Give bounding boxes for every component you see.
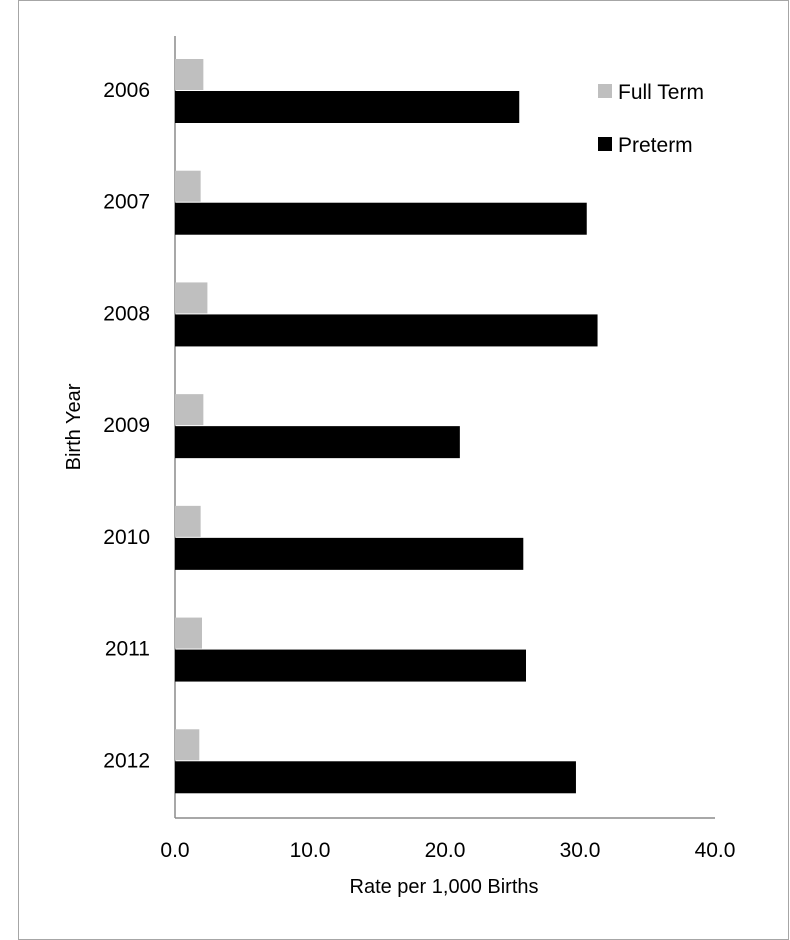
legend: Full Term Preterm (598, 81, 704, 157)
y-tick-label-2012: 2012 (103, 749, 150, 772)
bar-full-term-2011 (175, 617, 202, 649)
y-tick-label-2011: 2011 (105, 638, 150, 661)
legend-swatch-preterm (598, 137, 612, 151)
bar-preterm-2010 (175, 537, 524, 570)
bar-full-term-2009 (175, 394, 204, 426)
x-tick-label-4: 40.0 (695, 839, 736, 862)
legend-label-full-term: Full Term (618, 81, 704, 104)
y-axis-title: Birth Year (63, 383, 85, 470)
bar-preterm-2012 (175, 761, 576, 794)
bar-preterm-2006 (175, 91, 520, 123)
legend-swatch-full-term (598, 84, 612, 98)
bar-preterm-2008 (175, 314, 598, 347)
x-tick-label-3: 30.0 (560, 839, 601, 862)
bar-full-term-2007 (175, 170, 201, 202)
y-tick-label-2006: 2006 (103, 79, 150, 102)
bar-preterm-2007 (175, 202, 587, 235)
bar-preterm-2011 (175, 649, 526, 682)
y-tick-label-2009: 2009 (103, 414, 150, 437)
x-axis-title: Rate per 1,000 Births (350, 876, 539, 898)
bar-full-term-2006 (175, 59, 204, 90)
y-tick-label-2007: 2007 (103, 191, 150, 214)
x-tick-labels: 0.0 10.0 20.0 30.0 40.0 (160, 839, 735, 862)
bar-full-term-2008 (175, 282, 208, 314)
bar-full-term-2010 (175, 505, 201, 537)
y-tick-labels: 2006 2007 2008 2009 2010 2011 2012 (103, 79, 150, 772)
x-tick-label-0: 0.0 (160, 839, 189, 862)
bars-group (175, 59, 598, 794)
bar-chart: 2006 2007 2008 2009 2010 2011 2012 0.0 10.0 20.0… (63, 36, 735, 898)
bar-full-term-2012 (175, 729, 200, 761)
legend-label-preterm: Preterm (618, 134, 693, 157)
x-tick-label-2: 20.0 (425, 839, 466, 862)
y-tick-label-2010: 2010 (103, 526, 150, 549)
x-tick-label-1: 10.0 (290, 839, 331, 862)
y-tick-label-2008: 2008 (103, 302, 150, 325)
bar-preterm-2009 (175, 426, 460, 459)
